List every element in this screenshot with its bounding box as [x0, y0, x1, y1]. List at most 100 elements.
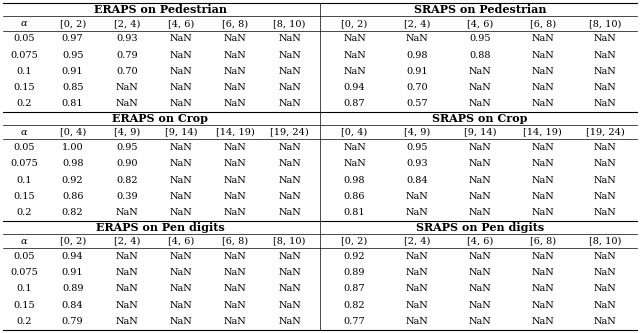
Text: NaN: NaN [531, 284, 554, 293]
Text: NaN: NaN [170, 208, 193, 217]
Text: 0.81: 0.81 [344, 208, 365, 217]
Text: 0.15: 0.15 [13, 83, 35, 92]
Text: 0.91: 0.91 [62, 67, 83, 76]
Text: 0.85: 0.85 [62, 83, 83, 92]
Text: NaN: NaN [343, 67, 366, 76]
Text: NaN: NaN [224, 301, 247, 310]
Text: 0.79: 0.79 [116, 51, 138, 60]
Text: NaN: NaN [343, 51, 366, 60]
Text: 0.94: 0.94 [62, 252, 83, 261]
Text: NaN: NaN [170, 51, 193, 60]
Text: 0.84: 0.84 [62, 301, 83, 310]
Text: NaN: NaN [224, 192, 247, 201]
Text: NaN: NaN [594, 268, 617, 277]
Text: 0.94: 0.94 [344, 83, 365, 92]
Text: 0.92: 0.92 [62, 175, 83, 184]
Text: NaN: NaN [468, 83, 492, 92]
Text: [19, 24): [19, 24) [586, 128, 625, 137]
Text: NaN: NaN [468, 159, 492, 168]
Text: NaN: NaN [278, 317, 301, 326]
Text: NaN: NaN [468, 67, 492, 76]
Text: NaN: NaN [531, 34, 554, 43]
Text: NaN: NaN [224, 268, 247, 277]
Text: [2, 4): [2, 4) [404, 236, 431, 245]
Text: 0.93: 0.93 [406, 159, 428, 168]
Text: NaN: NaN [278, 208, 301, 217]
Text: α: α [21, 19, 28, 28]
Text: NaN: NaN [278, 301, 301, 310]
Text: NaN: NaN [116, 284, 138, 293]
Text: 0.075: 0.075 [10, 268, 38, 277]
Text: 0.57: 0.57 [406, 100, 428, 109]
Text: NaN: NaN [116, 252, 138, 261]
Text: 0.87: 0.87 [344, 284, 365, 293]
Text: NaN: NaN [170, 34, 193, 43]
Text: [6, 8): [6, 8) [222, 236, 248, 245]
Text: NaN: NaN [278, 268, 301, 277]
Text: [2, 4): [2, 4) [404, 19, 431, 28]
Text: NaN: NaN [406, 34, 429, 43]
Text: [9, 14): [9, 14) [165, 128, 197, 137]
Text: [6, 8): [6, 8) [530, 19, 556, 28]
Text: NaN: NaN [278, 83, 301, 92]
Text: NaN: NaN [224, 208, 247, 217]
Text: NaN: NaN [224, 34, 247, 43]
Text: NaN: NaN [170, 175, 193, 184]
Text: NaN: NaN [170, 100, 193, 109]
Text: NaN: NaN [531, 51, 554, 60]
Text: NaN: NaN [116, 301, 138, 310]
Text: 0.05: 0.05 [13, 34, 35, 43]
Text: NaN: NaN [531, 83, 554, 92]
Text: [4, 9): [4, 9) [404, 128, 431, 137]
Text: NaN: NaN [594, 317, 617, 326]
Text: ERAPS on Pen digits: ERAPS on Pen digits [95, 222, 225, 233]
Text: NaN: NaN [170, 284, 193, 293]
Text: NaN: NaN [224, 252, 247, 261]
Text: [8, 10): [8, 10) [273, 236, 306, 245]
Text: NaN: NaN [594, 208, 617, 217]
Text: 0.82: 0.82 [344, 301, 365, 310]
Text: SRAPS on Pen digits: SRAPS on Pen digits [416, 222, 544, 233]
Text: [0, 2): [0, 2) [341, 19, 368, 28]
Text: [4, 6): [4, 6) [168, 19, 195, 28]
Text: NaN: NaN [468, 175, 492, 184]
Text: NaN: NaN [406, 252, 429, 261]
Text: NaN: NaN [170, 192, 193, 201]
Text: 0.95: 0.95 [406, 143, 428, 152]
Text: 0.95: 0.95 [116, 143, 138, 152]
Text: [0, 4): [0, 4) [341, 128, 368, 137]
Text: NaN: NaN [170, 143, 193, 152]
Text: 0.91: 0.91 [406, 67, 428, 76]
Text: 0.88: 0.88 [469, 51, 491, 60]
Text: SRAPS on Crop: SRAPS on Crop [432, 113, 528, 124]
Text: NaN: NaN [594, 67, 617, 76]
Text: NaN: NaN [468, 143, 492, 152]
Text: NaN: NaN [531, 175, 554, 184]
Text: NaN: NaN [594, 34, 617, 43]
Text: NaN: NaN [170, 252, 193, 261]
Text: NaN: NaN [278, 100, 301, 109]
Text: 1.00: 1.00 [62, 143, 83, 152]
Text: 0.075: 0.075 [10, 159, 38, 168]
Text: NaN: NaN [224, 159, 247, 168]
Text: NaN: NaN [116, 268, 138, 277]
Text: 0.79: 0.79 [62, 317, 83, 326]
Text: NaN: NaN [224, 143, 247, 152]
Text: 0.82: 0.82 [62, 208, 83, 217]
Text: NaN: NaN [224, 51, 247, 60]
Text: NaN: NaN [468, 192, 492, 201]
Text: NaN: NaN [531, 252, 554, 261]
Text: NaN: NaN [531, 192, 554, 201]
Text: 0.39: 0.39 [116, 192, 138, 201]
Text: NaN: NaN [278, 143, 301, 152]
Text: 0.70: 0.70 [406, 83, 428, 92]
Text: 0.82: 0.82 [116, 175, 138, 184]
Text: [8, 10): [8, 10) [589, 236, 621, 245]
Text: [0, 2): [0, 2) [60, 19, 86, 28]
Text: 0.1: 0.1 [17, 67, 32, 76]
Text: [8, 10): [8, 10) [589, 19, 621, 28]
Text: NaN: NaN [531, 100, 554, 109]
Text: NaN: NaN [531, 208, 554, 217]
Text: NaN: NaN [278, 175, 301, 184]
Text: NaN: NaN [594, 159, 617, 168]
